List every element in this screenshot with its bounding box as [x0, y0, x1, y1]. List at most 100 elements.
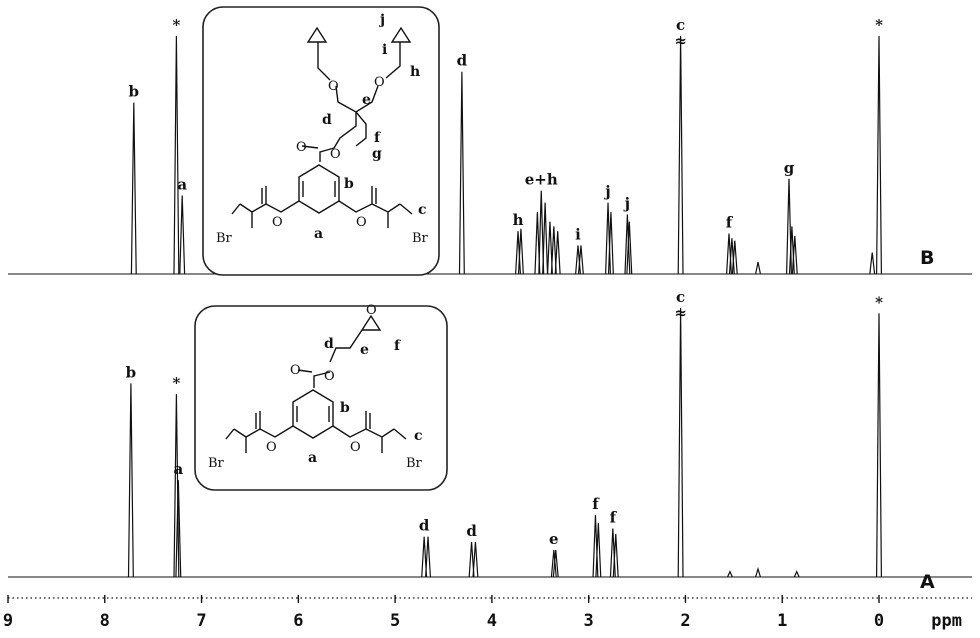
x-tick-label: 2 [680, 611, 690, 631]
peak-label: a [177, 175, 187, 193]
peak [876, 35, 882, 275]
peak [607, 212, 614, 275]
peak [727, 570, 733, 578]
peak [458, 71, 465, 275]
peak-label: * [875, 16, 883, 34]
peak [175, 480, 182, 578]
peak [472, 541, 479, 578]
peak [552, 550, 559, 578]
peak-label: f [592, 495, 600, 513]
proton-label: b [344, 176, 354, 192]
peak-label: * [875, 293, 883, 311]
peak-label: d [457, 52, 468, 70]
x-tick-label: 7 [196, 611, 206, 631]
peak [626, 221, 633, 275]
oxygen-atom: O [296, 140, 307, 155]
peak [542, 202, 549, 275]
x-tick-label: 1 [777, 611, 787, 631]
peak [595, 523, 602, 578]
peak-label: j [603, 183, 610, 201]
proton-label: c [414, 428, 423, 444]
peak-label: f [726, 214, 734, 232]
peak-label: c [676, 288, 685, 306]
spectrum-label-a: A [920, 571, 935, 593]
oxygen-atom: O [330, 147, 341, 162]
peak-label: j [623, 195, 630, 213]
peak [755, 261, 762, 275]
peak-label: i [575, 225, 581, 243]
peak [793, 570, 800, 578]
peak [421, 536, 428, 578]
spectrum-label-b: B [920, 247, 934, 269]
oxygen-atom: O [272, 215, 283, 230]
proton-label: e [362, 92, 371, 108]
x-tick-label: 8 [100, 611, 110, 631]
peak-label: e+h [525, 171, 558, 189]
peak [550, 550, 557, 578]
peak [517, 228, 524, 275]
oxygen-atom: O [328, 79, 339, 94]
peak [550, 226, 557, 275]
proton-label: j [378, 12, 385, 28]
oxygen-atom: O [356, 215, 367, 230]
peak-label: a [173, 460, 183, 478]
peak [127, 383, 134, 578]
proton-label: h [410, 64, 420, 80]
x-tick-label: 4 [487, 611, 497, 631]
x-tick-label: 9 [3, 611, 13, 631]
x-tick-label: 0 [874, 611, 884, 631]
proton-label: b [340, 400, 350, 416]
peak-label: b [126, 363, 137, 381]
peak-label: * [172, 16, 180, 34]
proton-label: a [308, 450, 317, 466]
proton-label: f [374, 130, 381, 146]
peak-label: g [784, 159, 795, 177]
proton-label: f [394, 338, 401, 354]
proton-label: c [418, 202, 427, 218]
proton-label: g [372, 146, 382, 162]
peak [677, 307, 684, 578]
bromine-atom: Br [208, 456, 225, 471]
peak [731, 240, 738, 275]
peak-label: h [513, 211, 524, 229]
peak [173, 35, 180, 275]
axis-break-marker: ≈ [674, 32, 687, 50]
peak [755, 566, 762, 578]
oxygen-atom: O [374, 75, 385, 90]
peak [468, 541, 475, 578]
x-tick-label: 6 [293, 611, 303, 631]
peak [791, 235, 798, 275]
peak [624, 214, 631, 275]
peak [130, 102, 137, 275]
peak [876, 313, 882, 578]
proton-label: d [324, 336, 334, 352]
x-axis-unit: ppm [931, 611, 962, 631]
bromine-atom: Br [216, 231, 233, 246]
peak [577, 245, 584, 275]
axis-break-marker: ≈ [674, 304, 687, 322]
peak-label: b [129, 83, 140, 101]
peak [677, 35, 684, 275]
x-tick-label: 3 [584, 611, 594, 631]
structure-inset-top: O O O O O O Br Br j i h e d f g b a c [202, 6, 440, 276]
oxygen-atom: O [266, 440, 277, 455]
x-tick-label: 5 [390, 611, 400, 631]
peak-label: d [419, 517, 430, 535]
peak [554, 231, 561, 275]
proton-label: a [314, 226, 323, 242]
peak [612, 533, 619, 578]
peak-label: f [610, 509, 618, 527]
peak-label: d [466, 522, 477, 540]
proton-label: d [322, 112, 332, 128]
proton-label: i [382, 42, 387, 58]
peak [869, 252, 876, 275]
bromine-atom: Br [412, 231, 429, 246]
peak [425, 536, 432, 578]
oxygen-atom: O [350, 440, 361, 455]
bromine-atom: Br [406, 456, 423, 471]
peak [179, 195, 186, 275]
peak-label: c [676, 16, 685, 34]
peak-label: e [549, 530, 559, 548]
